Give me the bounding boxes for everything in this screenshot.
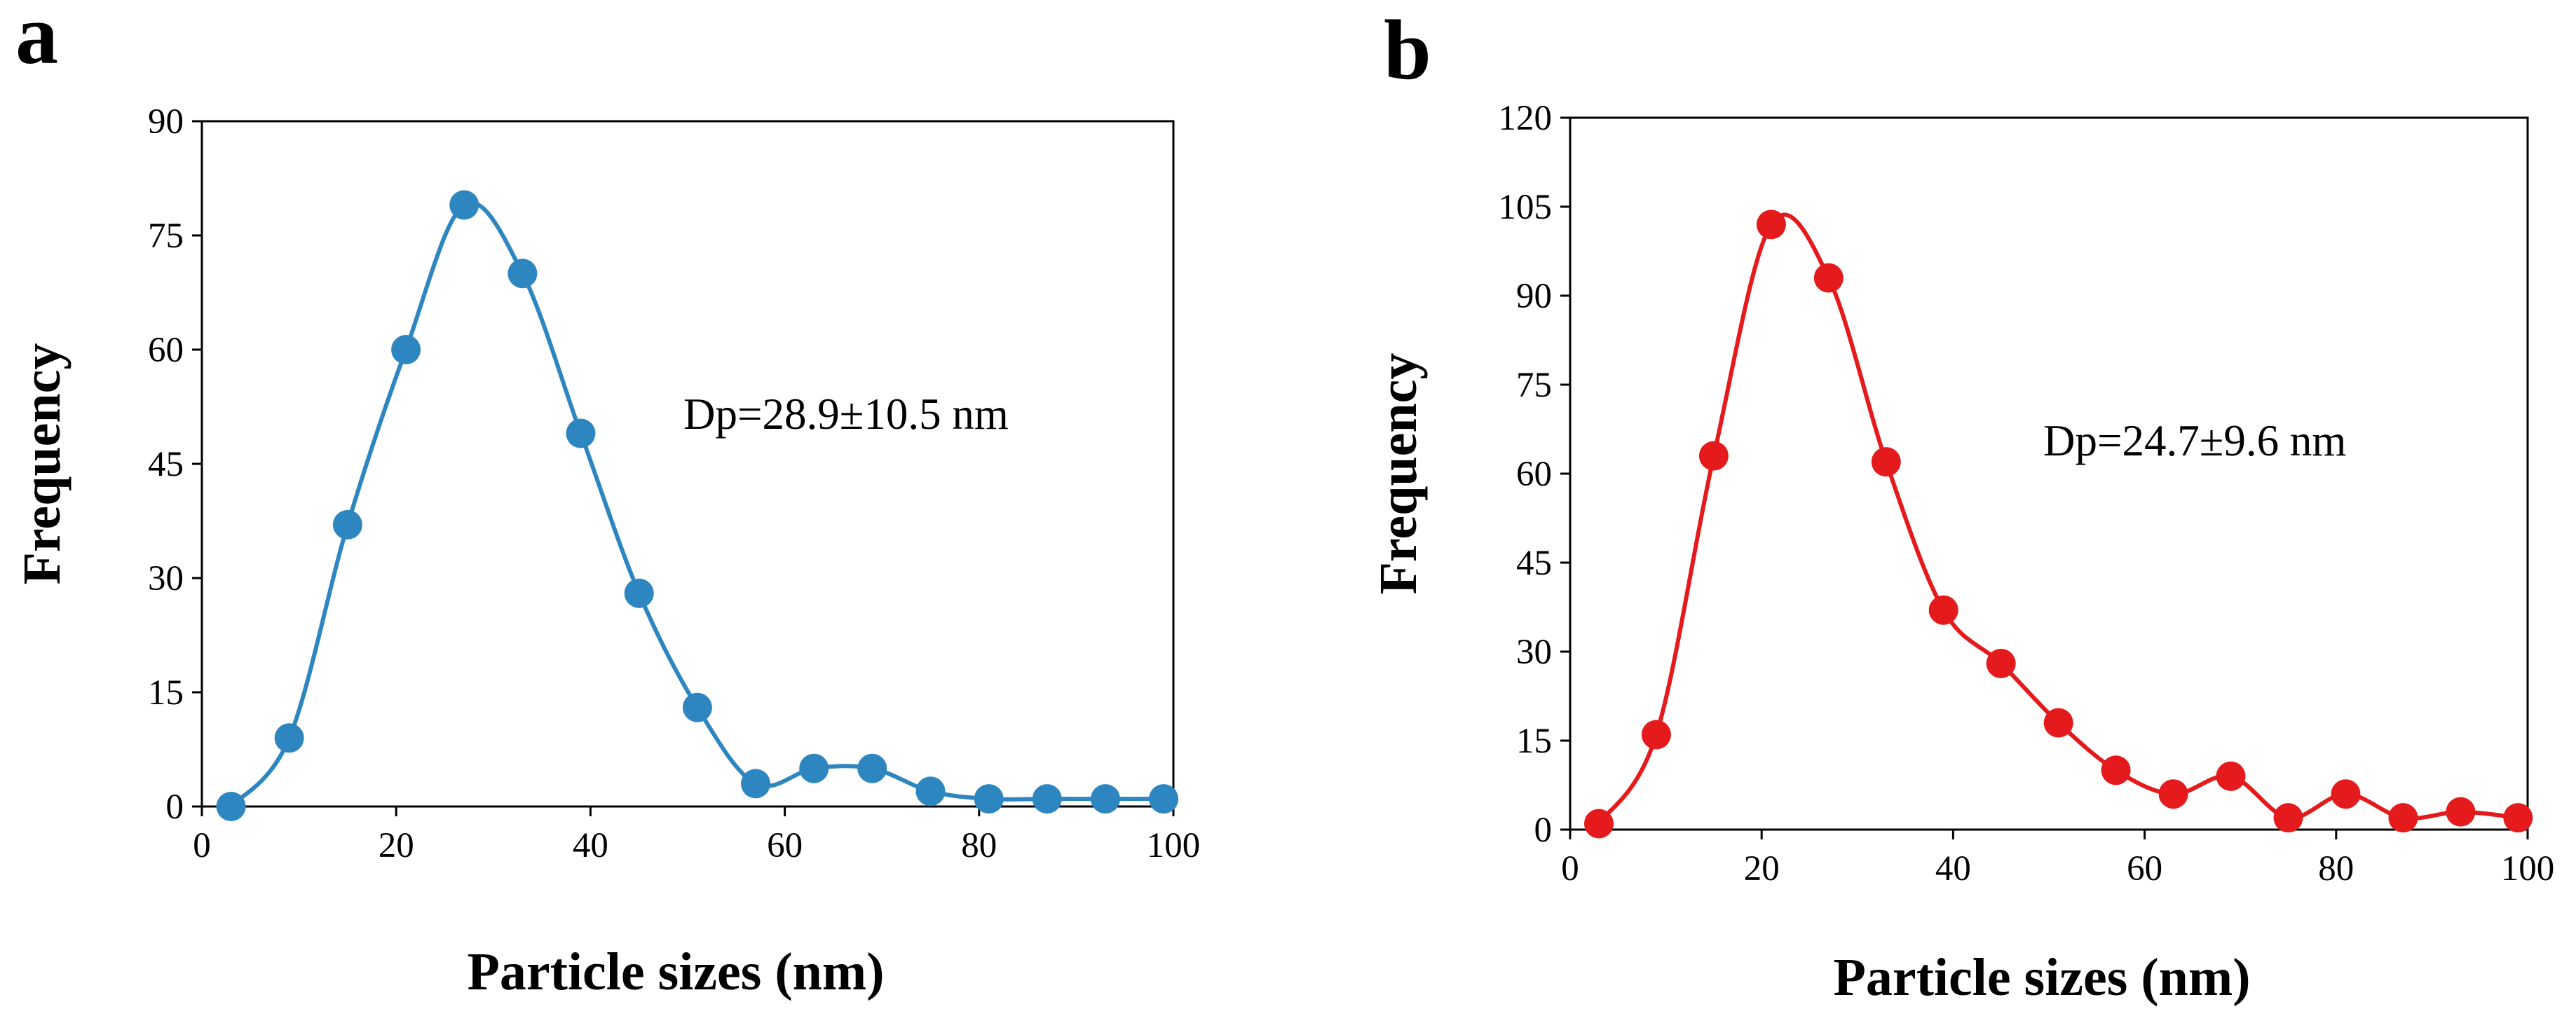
x-axis-title: Particle sizes (nm) (1833, 948, 2250, 1007)
x-tick-label: 60 (767, 826, 803, 865)
data-point (682, 692, 712, 722)
data-point (2446, 797, 2476, 827)
x-tick-label: 20 (379, 826, 414, 865)
x-axis-title: Particle sizes (nm) (467, 942, 884, 1001)
data-point (1986, 648, 2016, 678)
data-point (974, 784, 1004, 814)
y-tick-label: 75 (148, 217, 184, 256)
data-point (391, 335, 421, 364)
y-tick-label: 105 (1499, 188, 1553, 227)
x-tick-label: 40 (573, 826, 608, 865)
data-point (507, 259, 538, 289)
data-series (1584, 210, 2533, 839)
chart-panel-b: b 0 15 30 45 60 75 90 105 120 0 20 40 60 80 100 Dp=24.… (1369, 3, 2554, 1007)
x-tick-label: 0 (193, 826, 211, 865)
data-point (1584, 809, 1614, 839)
data-point (2273, 803, 2303, 833)
data-point (1091, 784, 1120, 814)
data-point (2388, 803, 2418, 833)
data-point (915, 776, 946, 806)
panel-label: a (15, 0, 58, 82)
panel-label: b (1384, 3, 1431, 97)
data-point (1871, 447, 1901, 477)
size-annotation: Dp=28.9±10.5 nm (683, 390, 1009, 439)
data-point (2158, 779, 2188, 809)
x-tick-label: 100 (2501, 849, 2555, 888)
data-point (2043, 708, 2073, 738)
y-tick-label: 30 (1516, 633, 1552, 672)
data-point (216, 792, 246, 821)
y-tick-label: 60 (148, 331, 184, 370)
tick-group: 0 15 30 45 60 75 90 0 20 40 60 80 100 (148, 102, 1200, 865)
y-tick-label: 120 (1499, 99, 1553, 138)
y-tick-label: 15 (1516, 722, 1552, 761)
size-annotation: Dp=24.7±9.6 nm (2043, 416, 2346, 465)
x-tick-label: 60 (2127, 849, 2162, 888)
data-point (1698, 441, 1729, 471)
data-point (2101, 755, 2131, 785)
y-tick-label: 60 (1516, 455, 1552, 494)
data-series (216, 190, 1179, 821)
data-point (274, 723, 304, 753)
y-tick-label: 45 (1516, 544, 1552, 583)
y-tick-label: 0 (1534, 811, 1553, 850)
y-tick-label: 45 (148, 445, 184, 484)
data-point (799, 753, 829, 783)
data-point (1756, 210, 1786, 240)
data-point (566, 418, 596, 448)
data-point (449, 190, 479, 220)
x-tick-label: 40 (1935, 849, 1971, 888)
y-axis-title: Frequency (13, 343, 71, 585)
data-point (1928, 595, 1958, 625)
data-point (857, 753, 887, 783)
data-point (2216, 761, 2246, 791)
data-point (2503, 803, 2533, 833)
data-point (1149, 784, 1179, 814)
x-tick-label: 100 (1147, 826, 1201, 865)
y-tick-label: 30 (148, 559, 184, 598)
data-point (1813, 263, 1844, 293)
x-tick-label: 20 (1744, 849, 1780, 888)
data-point (1641, 720, 1671, 750)
y-tick-label: 75 (1516, 366, 1552, 405)
x-tick-label: 80 (2318, 849, 2354, 888)
y-tick-label: 0 (166, 788, 184, 827)
data-point (2331, 779, 2361, 809)
chart-panel-a: a 0 15 30 45 60 75 90 0 20 40 60 80 100 Dp=28.9±10.5… (13, 0, 1200, 1001)
data-point (624, 578, 654, 608)
x-tick-label: 80 (961, 826, 997, 865)
data-point (332, 509, 362, 540)
y-tick-label: 90 (1516, 277, 1552, 316)
data-point (1032, 784, 1062, 814)
y-tick-label: 15 (148, 673, 184, 713)
tick-group: 0 15 30 45 60 75 90 105 120 0 20 40 60 80 100 (1499, 99, 2555, 888)
y-tick-label: 90 (148, 102, 184, 142)
y-axis-title: Frequency (1369, 353, 1428, 595)
data-point (741, 769, 770, 799)
x-tick-label: 0 (1561, 849, 1579, 888)
